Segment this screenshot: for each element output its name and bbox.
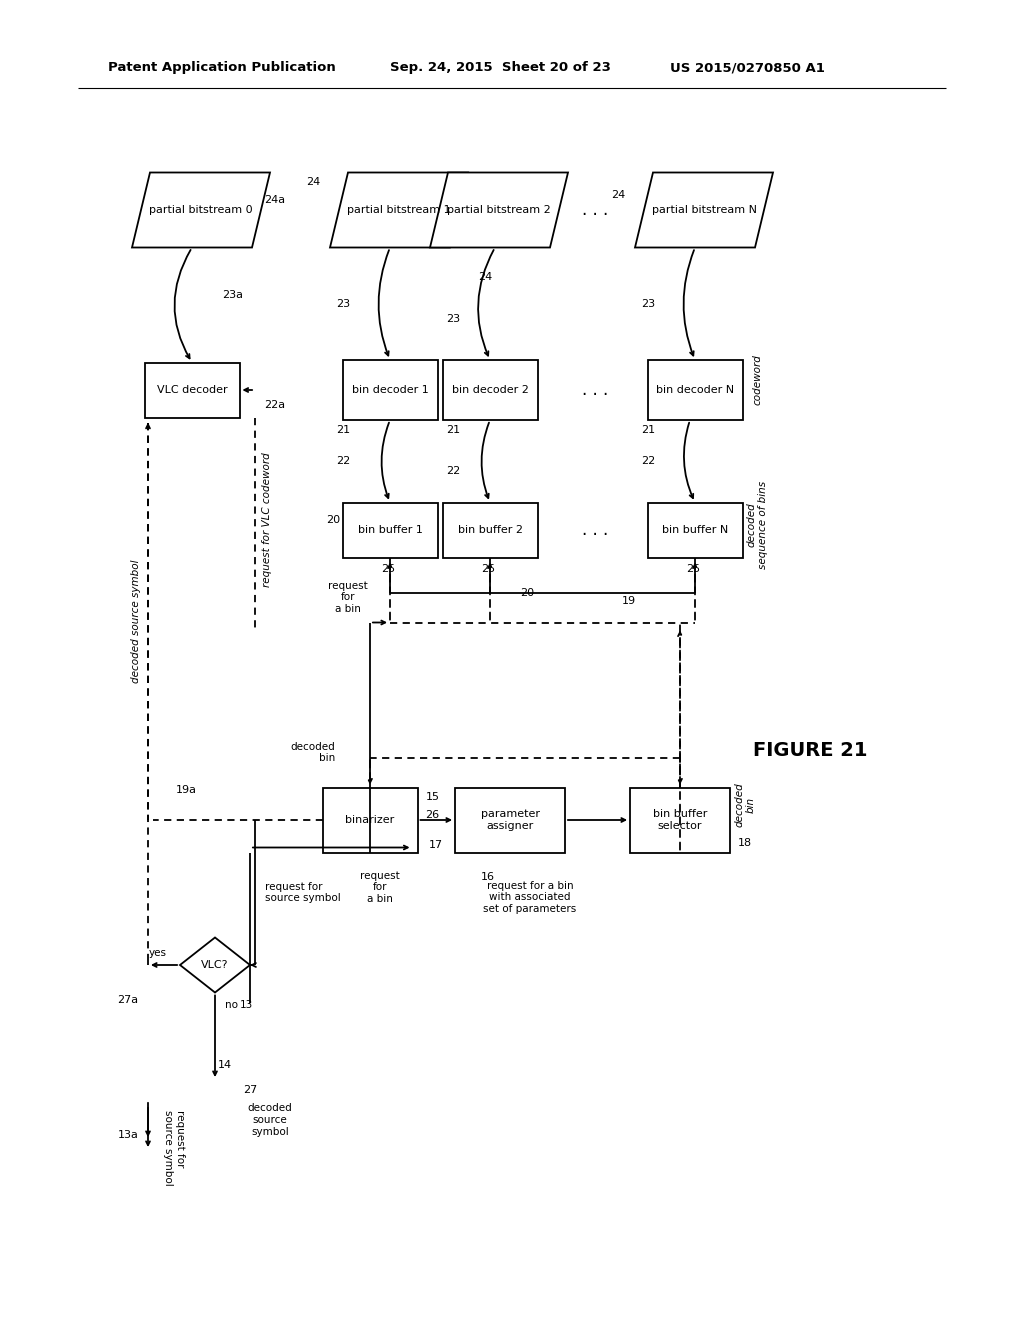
- Text: 22: 22: [641, 457, 655, 466]
- FancyBboxPatch shape: [342, 360, 437, 420]
- Text: bin decoder N: bin decoder N: [656, 385, 734, 395]
- FancyBboxPatch shape: [442, 503, 538, 557]
- Text: no: no: [225, 999, 238, 1010]
- Text: 13: 13: [240, 999, 253, 1010]
- Text: 15: 15: [426, 792, 439, 803]
- Text: decoded
bin: decoded bin: [734, 783, 756, 828]
- Text: 27: 27: [243, 1085, 257, 1096]
- FancyBboxPatch shape: [323, 788, 418, 853]
- Text: 17: 17: [429, 840, 443, 850]
- Text: 13a: 13a: [118, 1130, 138, 1140]
- Text: FIGURE 21: FIGURE 21: [753, 741, 867, 759]
- Text: 19a: 19a: [176, 785, 197, 795]
- Text: 23: 23: [445, 314, 460, 323]
- Text: binarizer: binarizer: [345, 814, 394, 825]
- Text: decoded
sequence of bins: decoded sequence of bins: [746, 480, 768, 569]
- Text: partial bitstream 1: partial bitstream 1: [347, 205, 451, 215]
- Text: decoded
source
symbol: decoded source symbol: [248, 1104, 293, 1137]
- FancyBboxPatch shape: [442, 360, 538, 420]
- Text: bin buffer 1: bin buffer 1: [357, 525, 423, 535]
- Text: 24a: 24a: [264, 195, 285, 205]
- Text: partial bitstream 2: partial bitstream 2: [447, 205, 551, 215]
- Text: partial bitstream N: partial bitstream N: [651, 205, 757, 215]
- Text: bin buffer
selector: bin buffer selector: [653, 809, 708, 830]
- Text: parameter
assigner: parameter assigner: [480, 809, 540, 830]
- Text: 25: 25: [481, 565, 495, 574]
- Polygon shape: [132, 173, 270, 248]
- Text: . . .: . . .: [582, 201, 608, 219]
- Text: request for VLC codeword: request for VLC codeword: [262, 453, 272, 587]
- Text: 21: 21: [445, 425, 460, 436]
- Text: partial bitstream 0: partial bitstream 0: [150, 205, 253, 215]
- Text: 22: 22: [445, 466, 460, 477]
- Text: 23a: 23a: [222, 290, 243, 300]
- FancyBboxPatch shape: [647, 360, 742, 420]
- FancyBboxPatch shape: [144, 363, 240, 417]
- FancyBboxPatch shape: [455, 788, 565, 853]
- Text: request
for
a bin: request for a bin: [328, 581, 368, 614]
- Text: 24: 24: [306, 177, 319, 187]
- Text: 20: 20: [520, 587, 535, 598]
- Text: request for
source symbol: request for source symbol: [163, 1110, 184, 1185]
- Polygon shape: [430, 173, 568, 248]
- Text: 14: 14: [218, 1060, 232, 1071]
- Text: 21: 21: [641, 425, 655, 436]
- Polygon shape: [635, 173, 773, 248]
- Text: . . .: . . .: [582, 381, 608, 399]
- Text: request for a bin
with associated
set of parameters: request for a bin with associated set of…: [483, 880, 577, 913]
- Text: bin decoder 2: bin decoder 2: [452, 385, 528, 395]
- Text: 24: 24: [610, 190, 625, 201]
- Text: yes: yes: [150, 948, 167, 958]
- Text: bin decoder 1: bin decoder 1: [351, 385, 428, 395]
- Text: 26: 26: [426, 810, 439, 820]
- Text: 21: 21: [336, 425, 350, 436]
- Text: VLC decoder: VLC decoder: [157, 385, 227, 395]
- Text: 16: 16: [481, 873, 495, 883]
- Text: request
for
a bin: request for a bin: [360, 871, 400, 904]
- Text: 24: 24: [478, 272, 493, 282]
- Text: 20: 20: [326, 515, 340, 525]
- Text: Patent Application Publication: Patent Application Publication: [108, 62, 336, 74]
- Text: codeword: codeword: [753, 355, 763, 405]
- Text: decoded source symbol: decoded source symbol: [131, 560, 141, 682]
- Text: 25: 25: [381, 565, 395, 574]
- Polygon shape: [180, 937, 250, 993]
- Text: decoded
bin: decoded bin: [290, 742, 335, 763]
- Text: VLC?: VLC?: [202, 960, 228, 970]
- Text: US 2015/0270850 A1: US 2015/0270850 A1: [670, 62, 825, 74]
- Text: . . .: . . .: [582, 521, 608, 539]
- FancyBboxPatch shape: [342, 503, 437, 557]
- Text: 23: 23: [336, 298, 350, 309]
- Text: Sep. 24, 2015  Sheet 20 of 23: Sep. 24, 2015 Sheet 20 of 23: [390, 62, 611, 74]
- Text: bin buffer 2: bin buffer 2: [458, 525, 522, 535]
- Text: 25: 25: [686, 565, 700, 574]
- Text: 22: 22: [336, 457, 350, 466]
- Text: request for
source symbol: request for source symbol: [265, 882, 341, 903]
- Text: bin buffer N: bin buffer N: [662, 525, 728, 535]
- Text: 27a: 27a: [118, 995, 138, 1005]
- FancyBboxPatch shape: [630, 788, 730, 853]
- Text: 19: 19: [622, 595, 636, 606]
- Text: 18: 18: [738, 837, 752, 847]
- Text: 23: 23: [641, 298, 655, 309]
- Polygon shape: [330, 173, 468, 248]
- Text: 22a: 22a: [264, 400, 286, 411]
- FancyBboxPatch shape: [647, 503, 742, 557]
